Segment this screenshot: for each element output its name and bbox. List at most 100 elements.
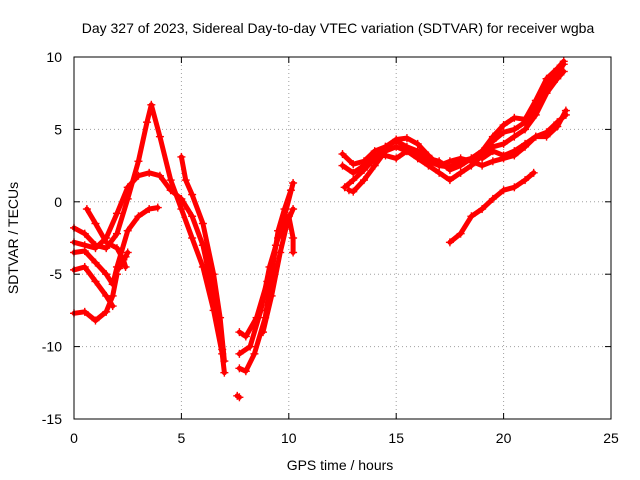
data-point (289, 205, 298, 214)
data-point (177, 194, 186, 203)
data-point (235, 349, 244, 358)
data-point (510, 125, 519, 134)
data-point (82, 205, 91, 214)
data-point (402, 134, 411, 143)
data-point (445, 176, 454, 185)
data-point (198, 219, 207, 228)
series-line (346, 69, 567, 195)
data-point (155, 132, 164, 141)
y-tick-label: 10 (46, 49, 62, 65)
y-tick-label: -15 (42, 411, 62, 427)
series-track-13 (259, 212, 298, 337)
data-point (274, 234, 283, 242)
y-tick-label: -10 (42, 339, 62, 355)
series-track-7 (115, 248, 132, 273)
chart-title: Day 327 of 2023, Sidereal Day-to-day VTE… (82, 20, 595, 36)
series-track-2 (70, 168, 227, 354)
series-track-19 (445, 168, 538, 247)
data-point (235, 393, 244, 402)
data-point (209, 270, 218, 279)
data-point (542, 89, 551, 98)
data-point (145, 205, 154, 214)
data-point (499, 186, 508, 195)
data-point (349, 176, 358, 185)
data-point (553, 74, 562, 83)
axis-ticks: 0 5 10 15 20 25 -15 -10 -5 0 5 10 (42, 49, 619, 446)
data-point (134, 157, 143, 166)
data-point (445, 157, 454, 166)
data-point (80, 247, 89, 256)
data-point (435, 161, 444, 170)
data-point (112, 209, 121, 218)
data-point (123, 248, 132, 257)
data-point (241, 367, 250, 376)
data-point (413, 139, 422, 148)
data-point (359, 176, 368, 185)
data-point (181, 176, 190, 185)
data-point (499, 121, 508, 130)
data-point (102, 238, 111, 247)
data-point (91, 258, 100, 267)
y-tick-label: -5 (50, 266, 63, 282)
data-point (134, 171, 143, 180)
data-point (510, 147, 519, 156)
data-point (456, 161, 465, 170)
data-point (145, 168, 154, 177)
data-point (529, 168, 538, 177)
data-point (488, 147, 497, 156)
data-point (143, 118, 152, 127)
data-point (531, 132, 540, 141)
data-point (80, 262, 89, 271)
data-point (349, 168, 358, 177)
data-point (121, 252, 130, 261)
data-point (112, 244, 121, 253)
data-point (478, 205, 487, 214)
data-point (559, 60, 568, 69)
x-tick-label: 0 (70, 430, 78, 446)
data-point (413, 151, 422, 160)
data-point (256, 306, 265, 315)
data-point (349, 160, 358, 169)
x-tick-label: 10 (281, 430, 297, 446)
data-point (510, 132, 519, 141)
data-point (289, 248, 298, 257)
data-point (177, 152, 186, 161)
data-point (102, 270, 111, 279)
data-point (510, 183, 519, 192)
data-point (123, 226, 132, 235)
data-point (456, 168, 465, 177)
data-point (188, 212, 197, 221)
data-point (246, 342, 255, 351)
data-point (392, 142, 401, 151)
data-point (91, 277, 100, 286)
data-point (338, 150, 347, 159)
data-point (80, 307, 89, 316)
series-track-8 (177, 152, 229, 366)
data-point (467, 212, 476, 221)
series-track-16 (344, 67, 568, 196)
data-point (340, 183, 349, 192)
data-point (91, 219, 100, 228)
data-point (153, 203, 162, 212)
data-point (112, 270, 121, 279)
y-tick-label: 5 (54, 121, 62, 137)
data-point (80, 229, 89, 238)
data-point (108, 291, 117, 300)
x-tick-label: 5 (178, 430, 186, 446)
data-point (91, 316, 100, 325)
data-point (349, 187, 358, 196)
data-point (381, 151, 390, 160)
series-track-1 (70, 100, 229, 377)
data-point (284, 212, 293, 221)
x-tick-label: 20 (496, 430, 512, 446)
data-point (259, 328, 268, 337)
data-point (488, 194, 497, 203)
data-point (220, 357, 229, 366)
data-point (542, 128, 551, 137)
data-point (521, 139, 530, 148)
data-point (435, 168, 444, 177)
x-tick-label: 25 (603, 430, 619, 446)
data-point (188, 234, 197, 242)
data-point (166, 186, 175, 195)
